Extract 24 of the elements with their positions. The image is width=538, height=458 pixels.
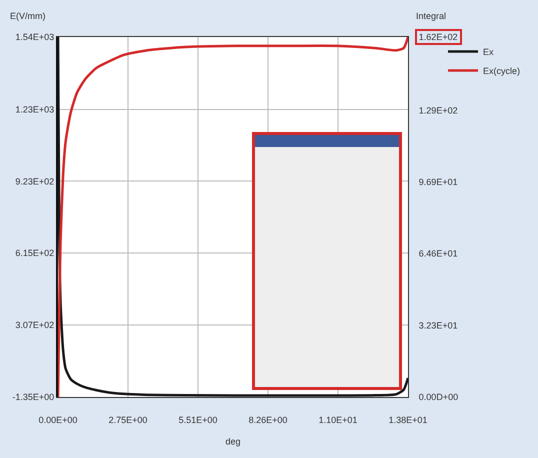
y2-tick-label: 1.29E+02 (418, 105, 458, 116)
y-tick-label: 9.23E+02 (15, 176, 54, 186)
y-axis-title: E(V/mm) (10, 11, 46, 21)
x-tick-label: 0.00E+00 (38, 414, 78, 425)
y2-tick-label: 0.00D+00 (418, 392, 458, 402)
x-tick-label: 8.26E+00 (248, 414, 288, 425)
x-tick-label: 1.10E+01 (318, 414, 358, 425)
x-tick-label: 5.51E+00 (178, 414, 218, 425)
legend-label: Ex(cycle) (483, 66, 520, 76)
x-tick-label: 1.38E+01 (388, 414, 428, 425)
legend-label: Ex (483, 47, 494, 58)
x-axis-title: deg (225, 436, 241, 447)
y2-tick-label: 3.23E+01 (418, 320, 458, 330)
y2-tick-label: 9.69E+01 (418, 176, 458, 187)
y-tick-label: 3.07E+02 (15, 320, 54, 330)
y2-tick-label: 6.46E+01 (418, 248, 458, 259)
y-tick-label: -1.35E+00 (12, 392, 54, 402)
y-tick-label: 6.15E+02 (15, 248, 54, 258)
y2-axis-title: Integral (416, 11, 446, 21)
line-series (58, 37, 408, 397)
y2-tick-label: 1.62E+02 (418, 32, 458, 42)
y-tick-label: 1.54E+03 (15, 32, 54, 42)
x-tick-label: 2.75E+00 (108, 414, 148, 425)
y-tick-label: 1.23E+03 (15, 104, 54, 115)
